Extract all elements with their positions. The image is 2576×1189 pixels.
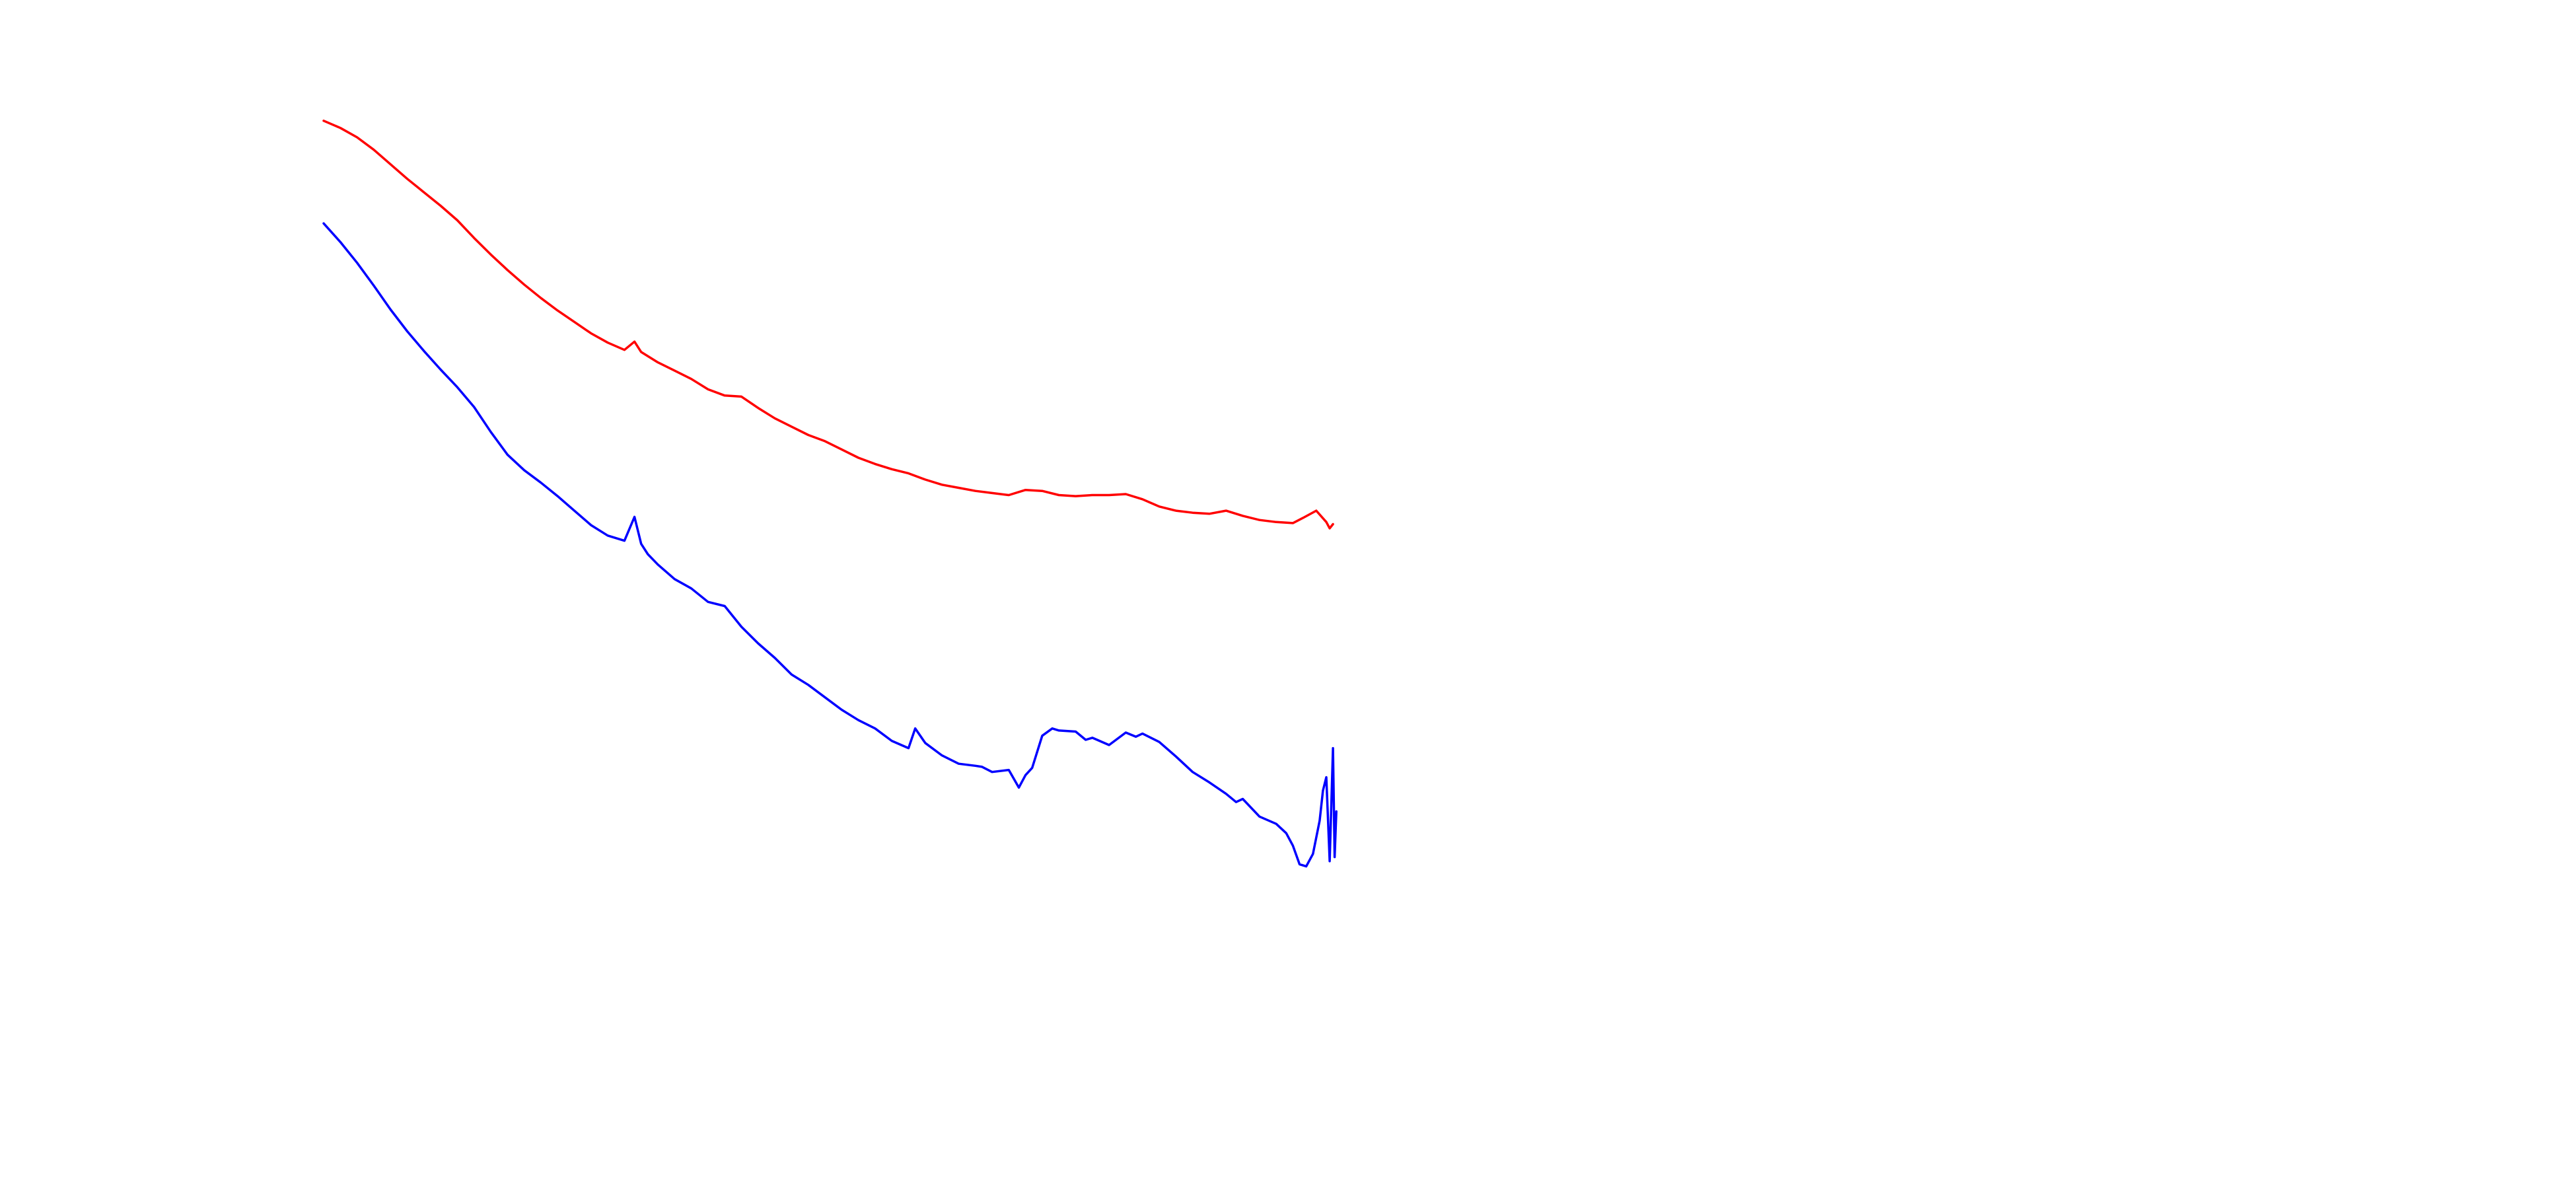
series-layer <box>322 120 1338 868</box>
series-line-2 <box>322 222 1338 868</box>
series-line-1 <box>322 120 1334 530</box>
